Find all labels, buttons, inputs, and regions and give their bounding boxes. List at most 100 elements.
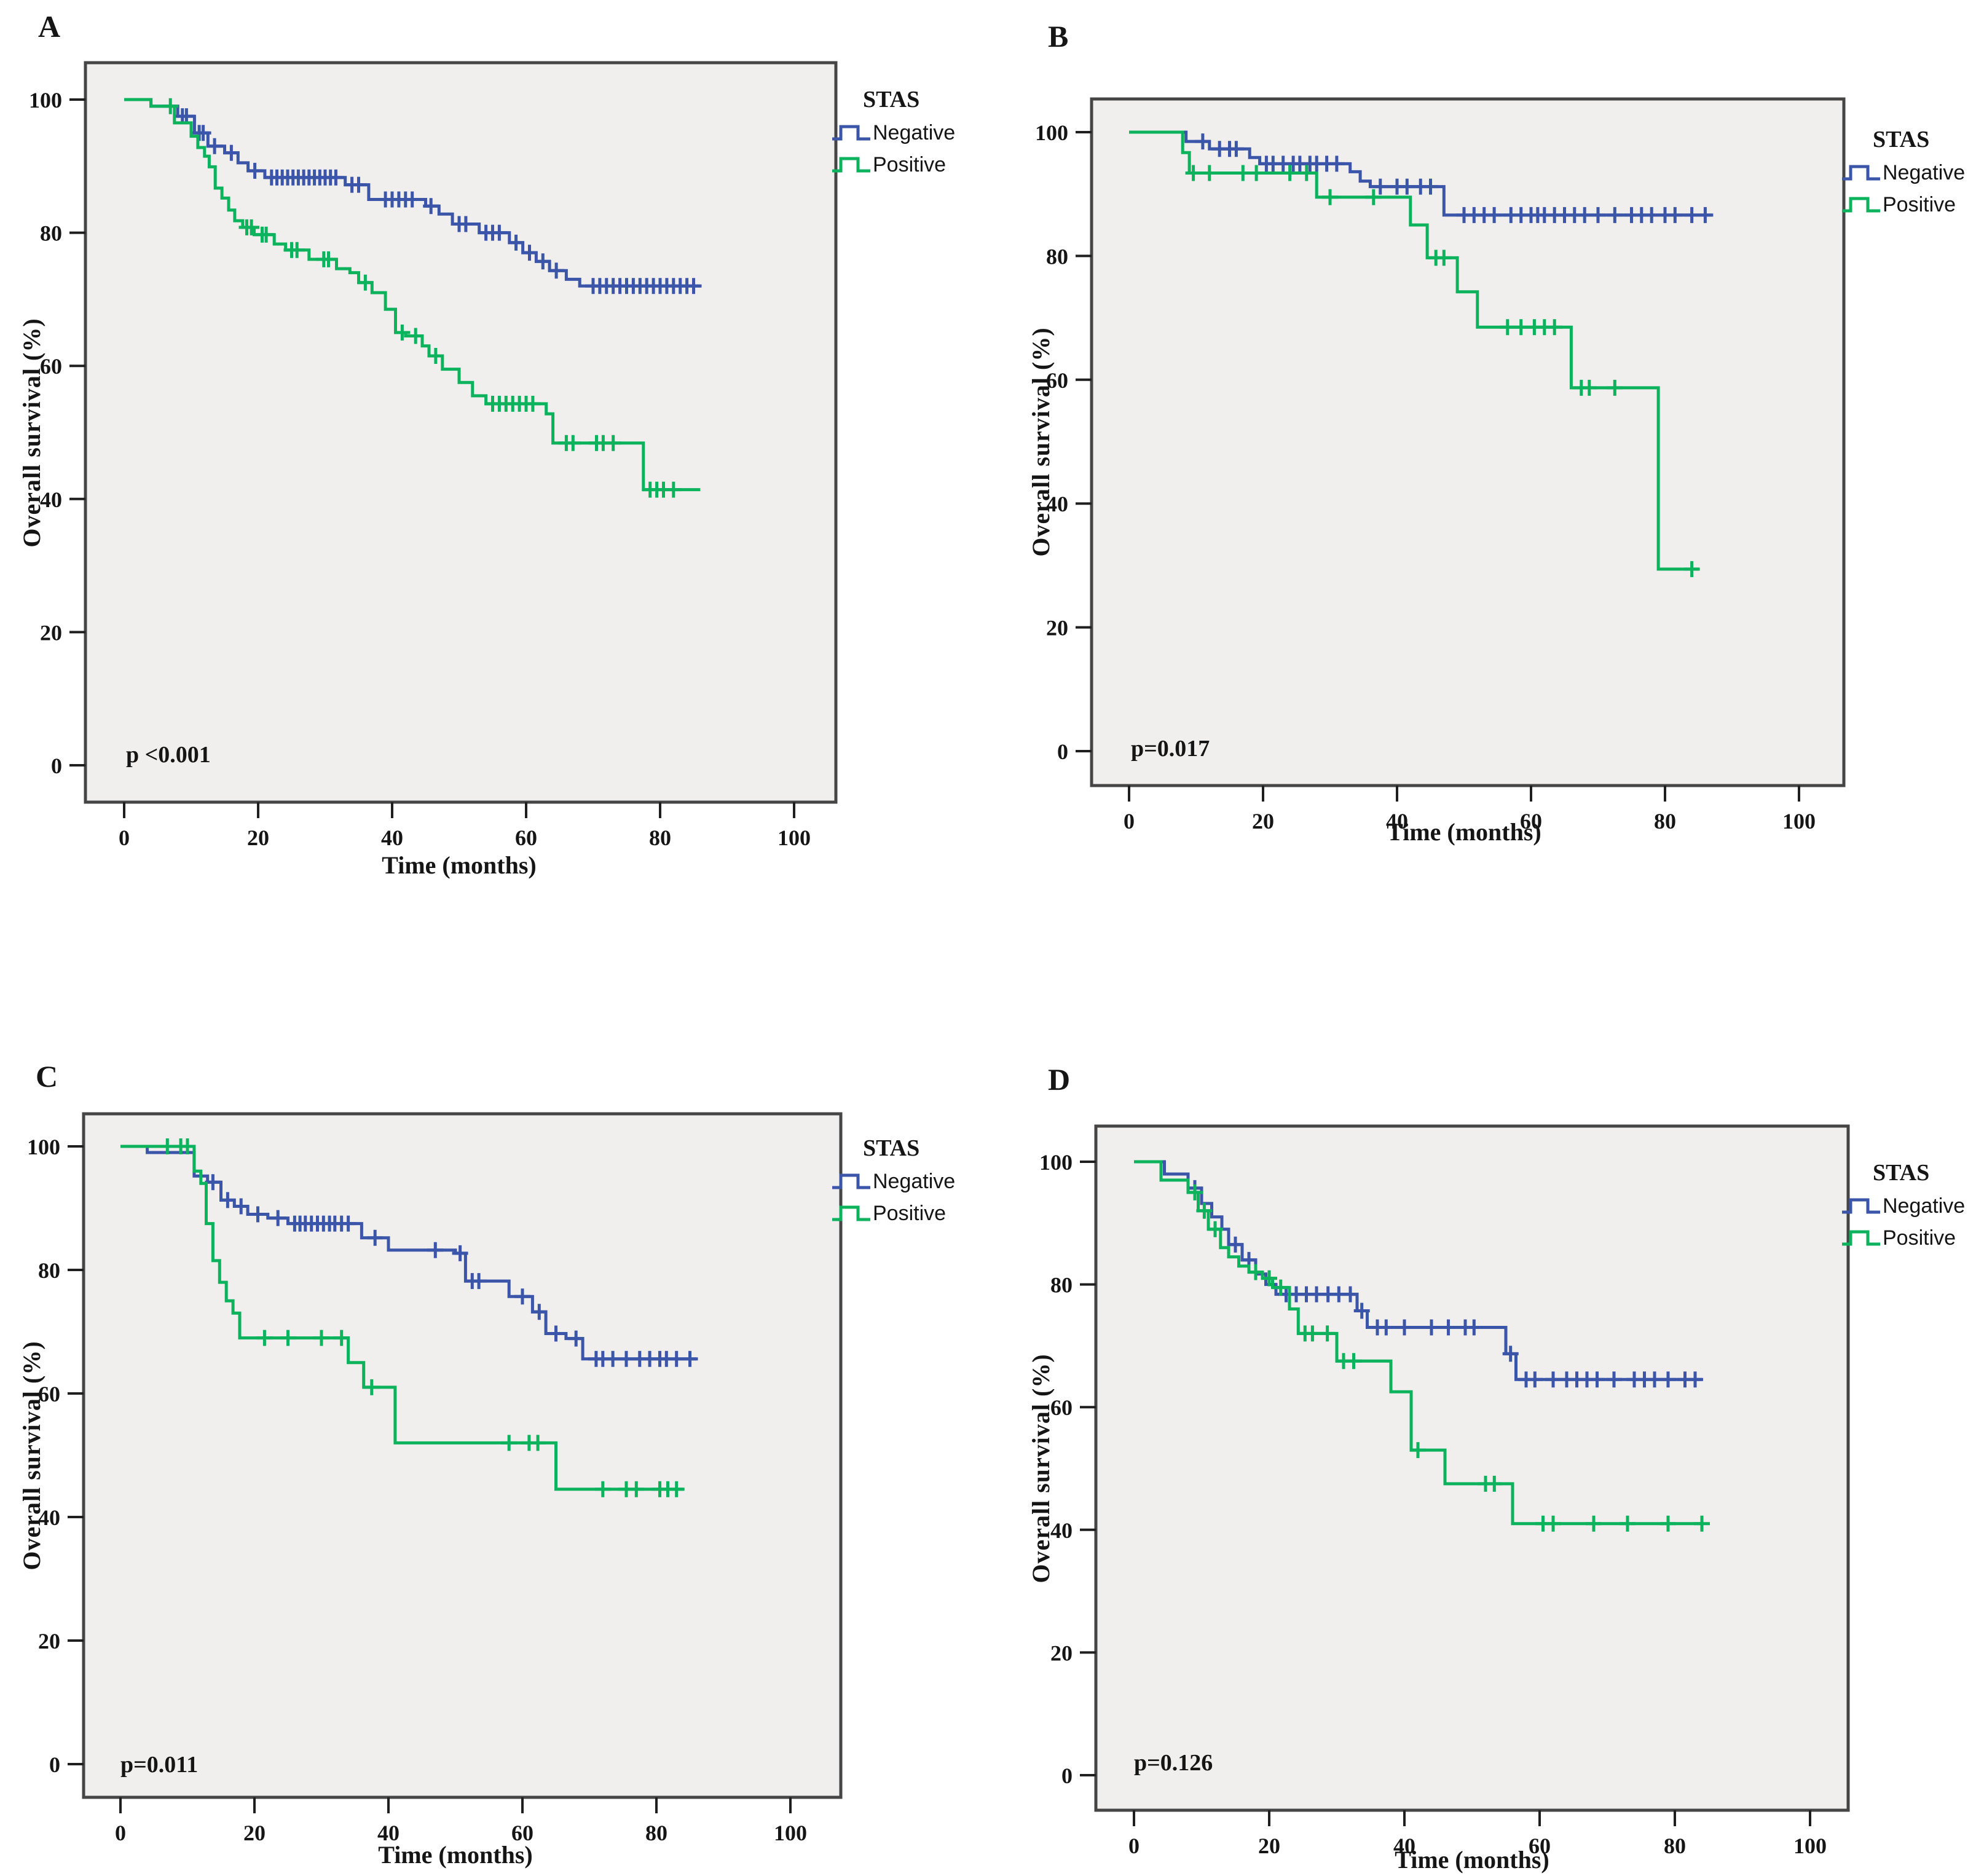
p-value-a: p <0.001 <box>126 742 211 768</box>
svg-text:0: 0 <box>1061 1764 1073 1788</box>
legend-label-negative: Negative <box>1883 1194 1966 1218</box>
panel-letter-b: B <box>1048 19 1069 53</box>
svg-text:100: 100 <box>774 1821 807 1845</box>
positive-curve-C <box>120 1145 683 1491</box>
svg-text:0: 0 <box>119 826 130 850</box>
legend-label-negative: Negative <box>873 120 956 144</box>
plot-panel-D: 0 20 40 60 80 100 0 20 40 60 80 100 <box>1039 1124 1850 1858</box>
svg-text:20: 20 <box>38 1629 60 1653</box>
positive-censor-marks-D <box>1187 1184 1710 1532</box>
svg-text:20: 20 <box>1046 616 1068 640</box>
svg-text:80: 80 <box>645 1821 667 1845</box>
positive-step-icon <box>832 157 870 173</box>
svg-text:40: 40 <box>1046 492 1068 516</box>
axis-ticks-D <box>1080 1161 1811 1826</box>
svg-text:100: 100 <box>27 1135 60 1159</box>
plot-panel-A: 0 20 40 60 80 100 0 20 40 60 80 100 <box>29 61 838 850</box>
legend-title-d: STAS <box>1873 1160 1930 1186</box>
x-axis-label-d: Time (months) <box>1395 1846 1549 1874</box>
svg-text:60: 60 <box>38 1382 60 1406</box>
legend-c: STAS Negative Positive <box>831 1135 991 1229</box>
y-axis-label-b: Overall survival (%) <box>1027 326 1055 557</box>
legend-a: STAS Negative Positive <box>831 86 991 181</box>
svg-text:0: 0 <box>1057 739 1068 764</box>
svg-text:100: 100 <box>1035 120 1068 145</box>
legend-entry-negative: Negative <box>831 1165 991 1197</box>
positive-censor-marks-C <box>159 1138 685 1497</box>
svg-text:0: 0 <box>1128 1834 1140 1858</box>
legend-label-positive: Positive <box>873 152 947 176</box>
svg-text:80: 80 <box>1664 1834 1686 1858</box>
legend-title-b: STAS <box>1873 127 1930 152</box>
negative-step-icon <box>1842 165 1880 181</box>
y-axis-label-d: Overall survival (%) <box>1027 1354 1055 1583</box>
panel-letter-a: A <box>38 9 61 44</box>
svg-text:60: 60 <box>511 1821 533 1845</box>
plot-frame-A <box>84 61 838 804</box>
positive-curve-D <box>1134 1160 1702 1526</box>
svg-text:60: 60 <box>1529 1834 1551 1858</box>
svg-text:40: 40 <box>1050 1518 1073 1543</box>
svg-text:60: 60 <box>40 354 62 379</box>
svg-text:0: 0 <box>51 754 62 778</box>
positive-step-icon <box>1842 197 1880 213</box>
legend-entry-positive: Positive <box>1841 1222 1984 1254</box>
svg-text:80: 80 <box>649 826 671 850</box>
legend-title-c: STAS <box>863 1135 920 1161</box>
legend-entry-positive: Positive <box>831 149 991 181</box>
legend-label-negative: Negative <box>1883 160 1966 184</box>
svg-text:20: 20 <box>1252 809 1274 834</box>
svg-text:20: 20 <box>247 826 269 850</box>
svg-text:40: 40 <box>1393 1834 1415 1858</box>
legend-entry-positive: Positive <box>831 1197 991 1229</box>
legend-label-negative: Negative <box>873 1169 956 1193</box>
svg-text:80: 80 <box>1050 1273 1073 1298</box>
svg-text:0: 0 <box>115 1821 126 1845</box>
p-value-b: p=0.017 <box>1131 736 1210 762</box>
positive-curve-A <box>124 98 701 492</box>
axis-tick-labels-D: 0 20 40 60 80 100 0 20 40 60 80 100 <box>1039 1150 1827 1858</box>
svg-text:100: 100 <box>29 88 62 112</box>
svg-text:60: 60 <box>1520 809 1542 834</box>
positive-curve-B <box>1129 130 1699 571</box>
legend-title-a: STAS <box>863 87 920 112</box>
legend-entry-negative: Negative <box>831 117 991 149</box>
positive-censor-marks-A <box>162 98 682 498</box>
positive-censor-marks-B <box>1185 165 1700 577</box>
legend-entry-negative: Negative <box>1841 157 1984 189</box>
legend-entry-positive: Positive <box>1841 189 1984 221</box>
y-axis-label-a: Overall survival (%) <box>18 317 45 548</box>
svg-text:80: 80 <box>38 1258 60 1283</box>
svg-text:100: 100 <box>1793 1834 1827 1858</box>
svg-text:40: 40 <box>40 487 62 512</box>
legend-b: STAS Negative Positive <box>1841 126 1984 221</box>
legend-label-positive: Positive <box>1883 1226 1956 1250</box>
svg-text:60: 60 <box>1046 368 1068 393</box>
axis-ticks-A <box>69 98 795 818</box>
axis-ticks-C <box>68 1145 792 1813</box>
svg-text:60: 60 <box>1050 1395 1073 1420</box>
plot-frame-C <box>82 1112 843 1799</box>
plot-frame-B <box>1090 97 1846 787</box>
panel-letter-d: D <box>1048 1062 1071 1097</box>
svg-text:100: 100 <box>777 826 811 850</box>
p-value-c: p=0.011 <box>120 1752 199 1778</box>
y-axis-label-c: Overall survival (%) <box>18 1340 45 1571</box>
axis-ticks-B <box>1076 131 1800 802</box>
panel-letter-c: C <box>36 1059 58 1094</box>
x-axis-label-a: Time (months) <box>382 851 537 879</box>
positive-step-icon <box>832 1205 870 1221</box>
svg-text:40: 40 <box>377 1821 400 1845</box>
svg-text:20: 20 <box>1050 1641 1073 1665</box>
svg-text:80: 80 <box>1046 244 1068 269</box>
svg-text:100: 100 <box>1039 1150 1073 1175</box>
axis-tick-labels-C: 0 20 40 60 80 100 0 20 40 60 80 100 <box>27 1135 807 1845</box>
negative-step-icon <box>1842 1198 1880 1214</box>
axis-tick-labels-B: 0 20 40 60 80 100 0 20 40 60 80 100 <box>1035 120 1816 834</box>
plot-panel-B: 0 20 40 60 80 100 0 20 40 60 80 100 <box>1035 97 1846 834</box>
p-value-d: p=0.126 <box>1134 1750 1213 1776</box>
svg-text:60: 60 <box>515 826 537 850</box>
svg-text:80: 80 <box>1654 809 1676 834</box>
